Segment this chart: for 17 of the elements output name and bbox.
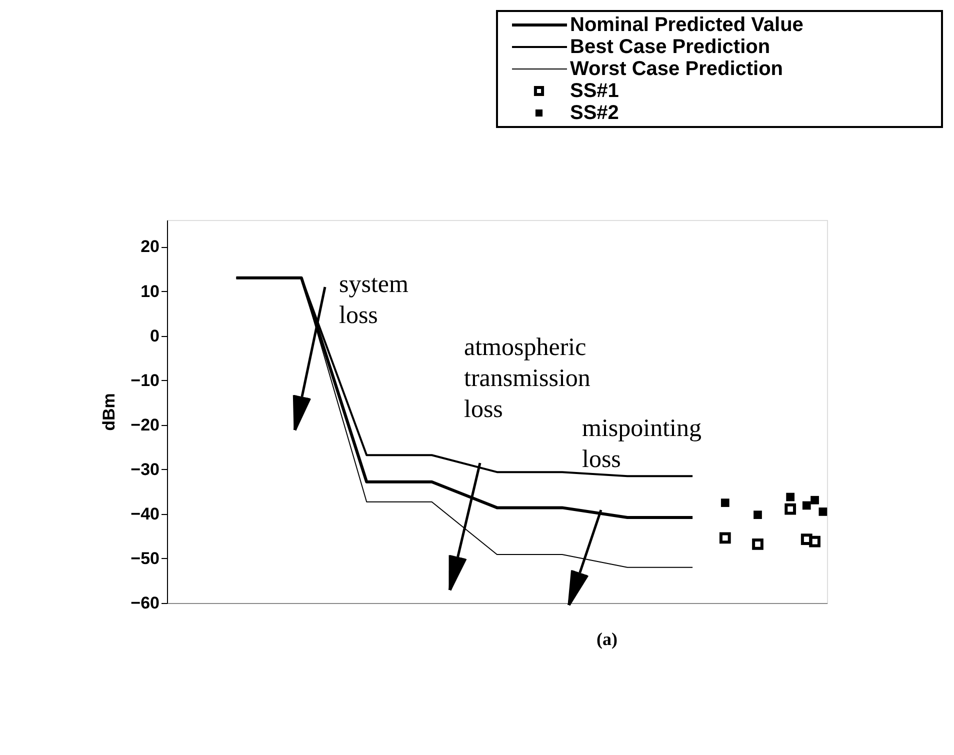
y-tick-label: 0 (150, 326, 160, 346)
y-tick-label: −30 (130, 460, 160, 479)
legend-label: SS#1 (570, 80, 619, 102)
legend-label: Best Case Prediction (570, 36, 770, 58)
legend-label: Nominal Predicted Value (570, 14, 804, 36)
legend-label: SS#2 (570, 102, 619, 124)
y-tick-label: −20 (130, 415, 160, 434)
legend-label: Worst Case Prediction (570, 58, 784, 80)
y-axis-title: dBm (100, 393, 119, 431)
annotation: system loss (339, 271, 409, 329)
y-tick-label: 10 (140, 282, 160, 301)
y-tick-label: −60 (130, 594, 160, 612)
y-tick-label: −10 (130, 370, 160, 390)
y-tick-label: −40 (130, 504, 160, 524)
text: (a) (596, 629, 618, 649)
y-tick-label: −50 (130, 548, 160, 568)
y-tick-label: 20 (140, 237, 160, 256)
